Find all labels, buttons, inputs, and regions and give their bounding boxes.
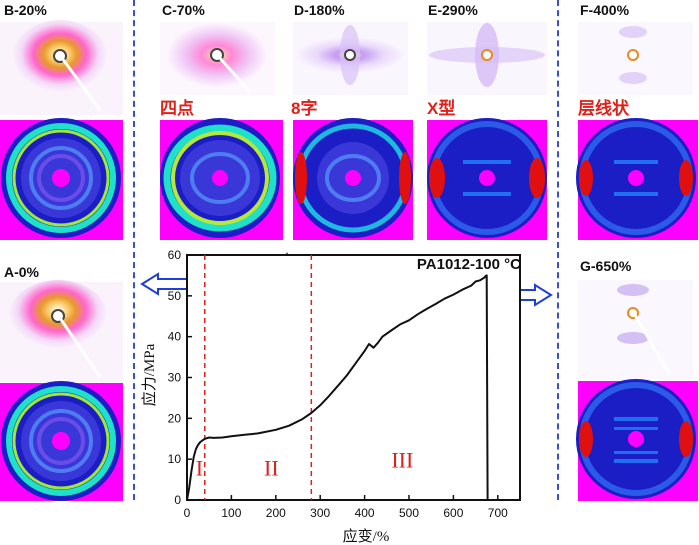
arrow-left [140,272,197,296]
x-tick-label: 0 [184,506,191,520]
y-tick-label: 10 [168,452,182,466]
pattern-label-four-point: 四点 [160,99,194,118]
chart-title: PA1012-100 °C [417,256,521,273]
chart-series [186,274,489,501]
region-label-1: I [196,456,203,481]
x-tick-label: 600 [443,506,463,520]
y-tick-label: 0 [174,493,181,507]
waxs-pattern-c [160,118,283,240]
y-tick-label: 30 [168,371,182,385]
plot-area [186,254,521,501]
y-axis-label: 应力/MPa [140,343,158,406]
x-tick-label: 300 [310,506,330,520]
chart-regions: I II III [196,447,414,480]
x-tick-label: 500 [399,506,419,520]
x-tick-label: 700 [488,506,508,520]
left-divider [133,0,135,500]
chart-frame [186,254,521,501]
panel-label-e: E-290% [428,2,478,18]
x-tick-label: 400 [355,506,375,520]
y-tick-label: 20 [168,411,182,425]
waxs-pattern-a [0,381,123,501]
panel-label-g: G-650% [580,258,632,274]
x-tick-label: 100 [221,506,241,520]
panel-label-f: F-400% [580,2,630,18]
panel-label-d: D-180% [294,2,345,18]
waxs-pattern-g [576,379,698,501]
waxs-pattern-e [427,118,547,240]
saxs-pattern-g [578,280,693,380]
saxs-pattern-c [160,22,275,95]
panel-label-c: C-70% [162,2,205,18]
saxs-pattern-e [427,22,547,95]
right-divider [557,0,559,500]
saxs-pattern-b [0,20,123,115]
series-line-0 [186,274,489,501]
pattern-label-x-shape: X型 [427,99,456,118]
saxs-pattern-d [293,22,408,95]
waxs-pattern-b [0,118,123,240]
arrow-right [498,283,553,307]
panel-label-b: B-20% [4,2,47,18]
y-tick-label: 40 [168,330,182,344]
saxs-pattern-a [0,280,123,382]
region-label-2: II [264,456,279,481]
pattern-label-layer-line: 层线状 [578,99,629,118]
x-axis-label: 应变/% [343,527,390,545]
arrow-up [274,252,300,305]
waxs-pattern-f [576,118,698,240]
x-tick-label: 200 [266,506,286,520]
region-label-3: III [391,447,413,472]
waxs-pattern-d [293,118,413,240]
pattern-label-eight-shape: 8字 [291,99,318,118]
panel-label-a: A-0% [4,264,40,280]
y-tick-label: 60 [168,248,182,262]
saxs-pattern-f [578,22,693,95]
